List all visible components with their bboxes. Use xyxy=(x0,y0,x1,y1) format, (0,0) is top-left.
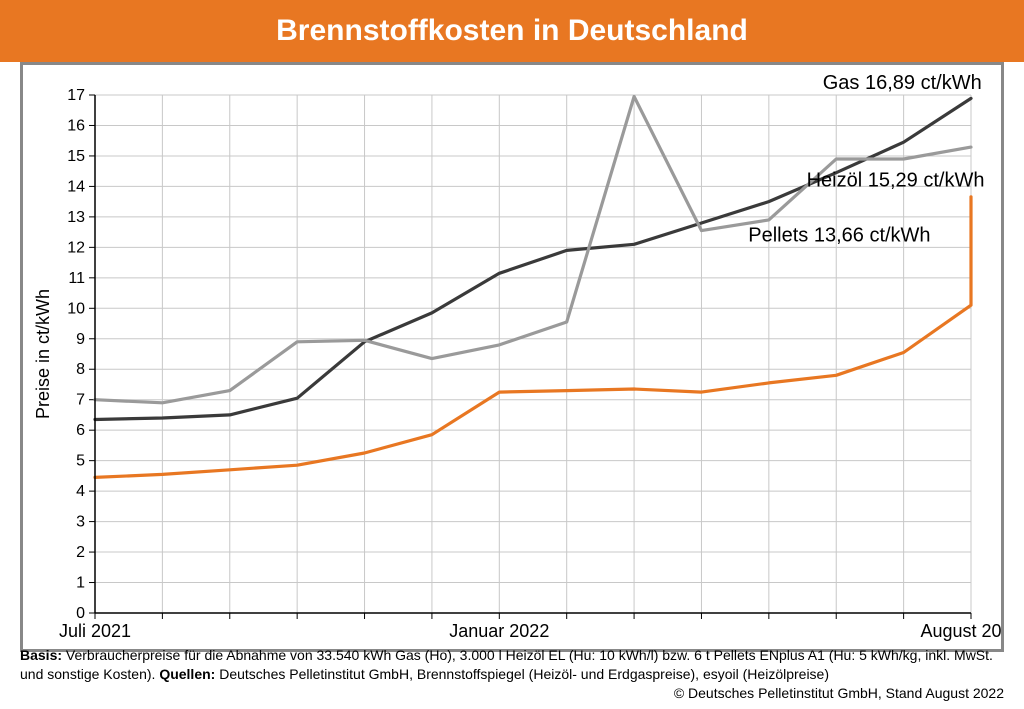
footer-quellen-text: Deutsches Pelletinstitut GmbH, Brennstof… xyxy=(215,666,829,682)
line-chart: 01234567891011121314151617Juli 2021Janua… xyxy=(23,65,1001,649)
svg-text:17: 17 xyxy=(67,87,85,104)
svg-text:5: 5 xyxy=(76,453,85,470)
svg-text:Juli 2021: Juli 2021 xyxy=(59,621,131,641)
footer-copyright: © Deutsches Pelletinstitut GmbH, Stand A… xyxy=(20,684,1004,703)
footer-basis-label: Basis: xyxy=(20,647,62,663)
footer-quellen-label: Quellen: xyxy=(159,666,215,682)
svg-text:0: 0 xyxy=(76,605,85,622)
footer-basis-line: Basis: Verbraucherpreise für die Abnahme… xyxy=(20,646,1004,684)
svg-text:9: 9 xyxy=(76,331,85,348)
svg-text:6: 6 xyxy=(76,422,85,439)
chart-title: Brennstoffkosten in Deutschland xyxy=(276,14,748,48)
svg-text:8: 8 xyxy=(76,361,85,378)
svg-text:11: 11 xyxy=(68,270,85,287)
svg-text:1: 1 xyxy=(76,575,85,592)
svg-text:4: 4 xyxy=(76,483,85,500)
svg-text:Pellets 13,66 ct/kWh: Pellets 13,66 ct/kWh xyxy=(748,224,930,246)
svg-text:3: 3 xyxy=(76,514,85,531)
svg-text:Januar 2022: Januar 2022 xyxy=(449,621,549,641)
svg-text:2: 2 xyxy=(76,544,85,561)
svg-text:16: 16 xyxy=(67,117,85,134)
svg-text:12: 12 xyxy=(67,239,85,256)
svg-text:August 2022: August 2022 xyxy=(920,621,1001,641)
svg-text:10: 10 xyxy=(67,300,85,317)
svg-text:15: 15 xyxy=(67,148,85,165)
chart-frame: 01234567891011121314151617Juli 2021Janua… xyxy=(20,62,1004,652)
svg-text:13: 13 xyxy=(67,209,85,226)
svg-text:Preise in ct/kWh: Preise in ct/kWh xyxy=(33,289,53,419)
svg-text:14: 14 xyxy=(67,178,85,195)
svg-text:Heizöl 15,29 ct/kWh: Heizöl 15,29 ct/kWh xyxy=(807,169,985,191)
svg-text:7: 7 xyxy=(76,392,85,409)
svg-text:Gas 16,89 ct/kWh: Gas 16,89 ct/kWh xyxy=(823,72,982,94)
title-bar: Brennstoffkosten in Deutschland xyxy=(0,0,1024,62)
chart-footer: Basis: Verbraucherpreise für die Abnahme… xyxy=(20,646,1004,703)
chart-container: Brennstoffkosten in Deutschland 01234567… xyxy=(0,0,1024,709)
